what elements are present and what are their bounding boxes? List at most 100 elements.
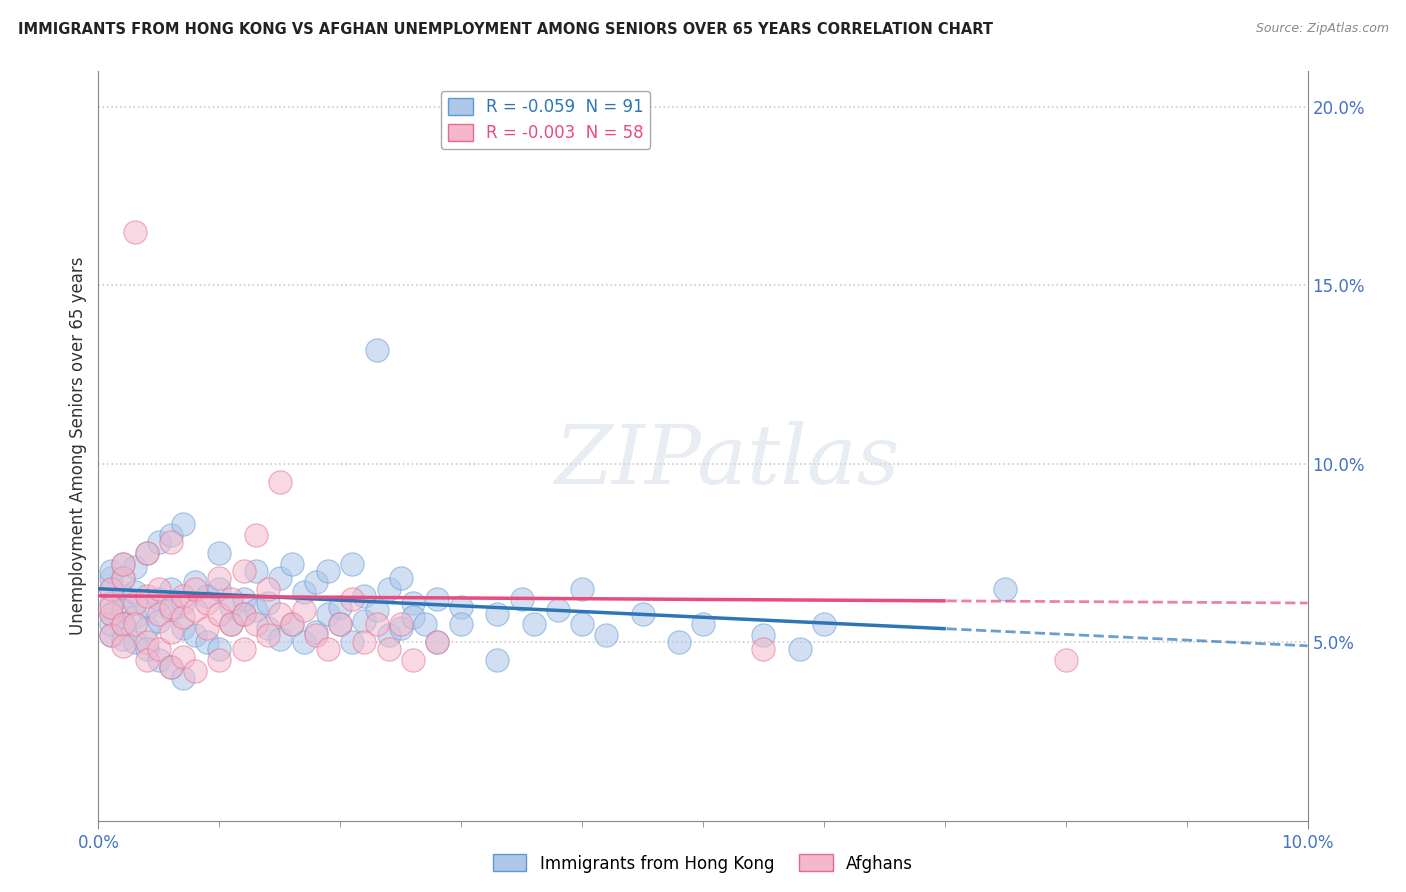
Point bbox=[221, 599, 243, 614]
Point bbox=[160, 624, 183, 639]
Point bbox=[160, 528, 183, 542]
Point bbox=[269, 571, 291, 585]
Point bbox=[184, 664, 207, 678]
Point bbox=[124, 225, 146, 239]
Point bbox=[148, 614, 170, 628]
Point bbox=[160, 603, 183, 617]
Point bbox=[426, 635, 449, 649]
Y-axis label: Unemployment Among Seniors over 65 years: Unemployment Among Seniors over 65 years bbox=[69, 257, 87, 635]
Point bbox=[353, 589, 375, 603]
Point bbox=[571, 617, 593, 632]
Point bbox=[316, 564, 339, 578]
Point bbox=[208, 571, 231, 585]
Point bbox=[111, 617, 134, 632]
Point bbox=[692, 617, 714, 632]
Point bbox=[631, 607, 654, 621]
Point bbox=[160, 599, 183, 614]
Point bbox=[377, 642, 399, 657]
Point bbox=[595, 628, 617, 642]
Point bbox=[111, 557, 134, 571]
Point bbox=[111, 571, 134, 585]
Point bbox=[208, 582, 231, 596]
Point bbox=[402, 653, 425, 667]
Point bbox=[221, 592, 243, 607]
Point bbox=[389, 571, 412, 585]
Point bbox=[208, 653, 231, 667]
Point bbox=[100, 571, 122, 585]
Text: Source: ZipAtlas.com: Source: ZipAtlas.com bbox=[1256, 22, 1389, 36]
Point bbox=[413, 617, 436, 632]
Point bbox=[256, 628, 278, 642]
Point bbox=[316, 607, 339, 621]
Point bbox=[389, 617, 412, 632]
Point bbox=[353, 635, 375, 649]
Point bbox=[100, 582, 122, 596]
Point bbox=[305, 628, 328, 642]
Point bbox=[342, 635, 364, 649]
Point bbox=[208, 607, 231, 621]
Point bbox=[111, 617, 134, 632]
Point bbox=[111, 632, 134, 646]
Point bbox=[195, 621, 218, 635]
Point bbox=[148, 642, 170, 657]
Point bbox=[184, 628, 207, 642]
Point bbox=[100, 628, 122, 642]
Point bbox=[281, 617, 304, 632]
Point bbox=[342, 592, 364, 607]
Point bbox=[221, 617, 243, 632]
Point bbox=[523, 617, 546, 632]
Point bbox=[510, 592, 533, 607]
Point bbox=[668, 635, 690, 649]
Point bbox=[195, 596, 218, 610]
Point bbox=[232, 592, 254, 607]
Point bbox=[232, 642, 254, 657]
Point bbox=[172, 596, 194, 610]
Point bbox=[195, 635, 218, 649]
Point bbox=[184, 603, 207, 617]
Point bbox=[450, 599, 472, 614]
Point bbox=[377, 628, 399, 642]
Point bbox=[353, 614, 375, 628]
Point bbox=[208, 642, 231, 657]
Point bbox=[256, 621, 278, 635]
Text: ZIPatlas: ZIPatlas bbox=[554, 421, 900, 501]
Point bbox=[547, 603, 569, 617]
Point bbox=[124, 635, 146, 649]
Point bbox=[148, 607, 170, 621]
Point bbox=[135, 546, 157, 560]
Point bbox=[486, 607, 509, 621]
Point bbox=[752, 628, 775, 642]
Point bbox=[789, 642, 811, 657]
Point bbox=[184, 574, 207, 589]
Point bbox=[100, 607, 122, 621]
Point bbox=[366, 343, 388, 357]
Point bbox=[245, 564, 267, 578]
Point bbox=[135, 642, 157, 657]
Point bbox=[571, 582, 593, 596]
Point bbox=[329, 599, 352, 614]
Point bbox=[160, 535, 183, 549]
Point bbox=[426, 592, 449, 607]
Legend: R = -0.059  N = 91, R = -0.003  N = 58: R = -0.059 N = 91, R = -0.003 N = 58 bbox=[441, 91, 651, 149]
Point bbox=[366, 603, 388, 617]
Point bbox=[316, 642, 339, 657]
Point bbox=[232, 607, 254, 621]
Point bbox=[329, 617, 352, 632]
Text: IMMIGRANTS FROM HONG KONG VS AFGHAN UNEMPLOYMENT AMONG SENIORS OVER 65 YEARS COR: IMMIGRANTS FROM HONG KONG VS AFGHAN UNEM… bbox=[18, 22, 993, 37]
Point bbox=[172, 517, 194, 532]
Point bbox=[184, 582, 207, 596]
Point bbox=[292, 585, 315, 599]
Point bbox=[752, 642, 775, 657]
Point bbox=[366, 617, 388, 632]
Point bbox=[292, 603, 315, 617]
Point bbox=[100, 596, 122, 610]
Point bbox=[100, 628, 122, 642]
Point bbox=[111, 589, 134, 603]
Point bbox=[135, 546, 157, 560]
Point bbox=[1054, 653, 1077, 667]
Point bbox=[100, 564, 122, 578]
Point bbox=[100, 607, 122, 621]
Point bbox=[208, 546, 231, 560]
Point bbox=[135, 653, 157, 667]
Point bbox=[269, 632, 291, 646]
